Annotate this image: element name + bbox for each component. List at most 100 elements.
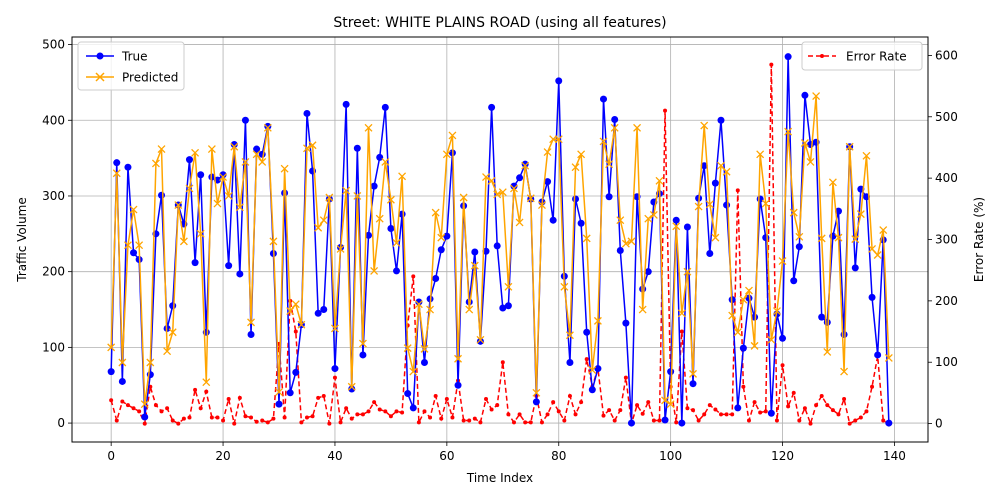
error-rate-point <box>584 357 589 362</box>
predicted-point <box>275 388 283 396</box>
predicted-point <box>756 150 765 159</box>
true-point <box>572 195 580 203</box>
predicted-point <box>549 135 558 144</box>
predicted-point <box>644 214 653 223</box>
predicted-point <box>353 192 362 200</box>
true-point <box>185 156 193 164</box>
predicted-point <box>191 148 200 157</box>
true-point <box>488 103 496 111</box>
x-axis-label: Time Index <box>466 471 533 485</box>
predicted-point <box>247 318 255 327</box>
y2-tick-label: 100 <box>935 355 958 369</box>
error-rate-point <box>478 420 483 425</box>
true-line <box>110 56 890 424</box>
true-point <box>851 264 859 272</box>
true-point <box>225 262 233 270</box>
error-rate-point <box>349 416 354 421</box>
predicted-point <box>123 241 132 250</box>
true-point <box>667 368 675 376</box>
error-rate-point <box>265 420 270 425</box>
error-rate-point <box>511 420 516 425</box>
predicted-point <box>314 223 323 232</box>
true-point <box>169 302 177 310</box>
error-rate-point <box>735 188 740 193</box>
predicted-point <box>543 148 552 157</box>
true-point <box>130 249 138 257</box>
predicted-point <box>151 159 160 168</box>
predicted-point <box>358 339 367 348</box>
predicted-point <box>538 201 546 210</box>
predicted-point <box>828 178 837 187</box>
predicted-point <box>817 234 826 243</box>
predicted-point <box>392 238 401 247</box>
error-rate-point <box>495 403 500 408</box>
error-rate-point <box>814 403 819 408</box>
error-rate-point <box>394 409 399 414</box>
predicted-point <box>739 295 748 304</box>
true-point <box>113 159 121 167</box>
error-rate-point <box>702 412 707 417</box>
error-rate-point <box>746 418 751 423</box>
error-rate-point <box>730 412 735 417</box>
error-rate-point <box>500 360 505 365</box>
error-rate-point <box>321 393 326 398</box>
error-rate-point <box>808 421 813 426</box>
predicted-point <box>806 157 815 166</box>
predicted-point <box>526 194 535 203</box>
predicted-point <box>789 208 798 217</box>
predicted-point <box>879 226 888 234</box>
true-point <box>504 302 512 310</box>
error-rate-point <box>674 420 679 425</box>
true-point <box>801 91 809 99</box>
legend-error-marker <box>820 54 824 58</box>
predicted-point <box>252 150 261 159</box>
error-rate-point <box>187 415 192 420</box>
predicted-point <box>487 176 496 185</box>
predicted-point <box>856 210 865 219</box>
true-point <box>118 377 126 385</box>
true-point <box>706 250 714 258</box>
predicted-point <box>493 190 502 199</box>
predicted-point <box>655 176 664 185</box>
true-point <box>588 386 596 394</box>
predicted-point <box>297 320 306 329</box>
true-point <box>611 116 619 124</box>
true-point <box>661 416 669 424</box>
predicted-point <box>437 233 446 242</box>
predicted-point <box>207 145 216 153</box>
true-point <box>577 219 585 227</box>
error-rate-point <box>467 418 472 423</box>
predicted-point <box>291 300 300 309</box>
error-rate-point <box>651 418 656 423</box>
true-point <box>745 294 753 302</box>
true-point <box>191 259 199 267</box>
predicted-point <box>163 347 172 356</box>
true-point <box>415 298 423 306</box>
predicted-point <box>795 232 804 241</box>
predicted-point <box>476 335 485 344</box>
error-rate-point <box>763 409 768 414</box>
true-point <box>834 207 842 215</box>
true-point <box>521 160 529 168</box>
predicted-point <box>370 266 379 275</box>
true-point <box>241 116 249 124</box>
error-rate-point <box>170 418 175 423</box>
error-rate-point <box>819 393 824 398</box>
error-rate-point <box>444 397 449 402</box>
predicted-point <box>140 400 149 409</box>
error-rate-point <box>428 415 433 420</box>
true-point <box>751 313 759 321</box>
error-rate-point <box>657 418 662 423</box>
true-point <box>493 242 501 250</box>
true-point <box>404 390 412 398</box>
predicted-point <box>342 186 351 195</box>
true-point <box>158 191 166 199</box>
true-point <box>583 328 591 336</box>
true-point <box>314 309 322 317</box>
predicted-point <box>672 222 681 231</box>
error-rate-point <box>249 415 254 420</box>
y-tick-label: 400 <box>42 113 65 127</box>
error-rate-point <box>752 400 757 405</box>
predicted-point <box>112 169 121 178</box>
